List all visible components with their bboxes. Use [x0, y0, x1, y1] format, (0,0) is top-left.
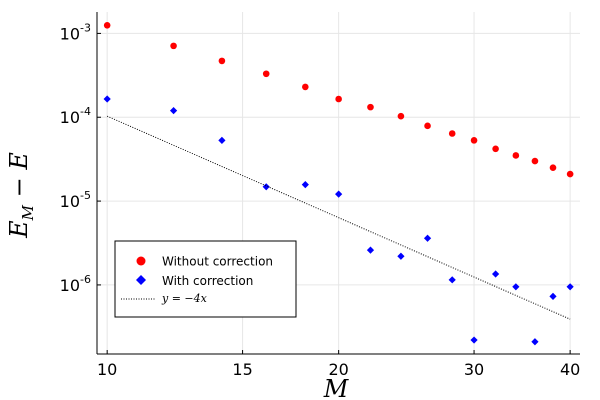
point-with-correction: [335, 190, 343, 198]
point-with-correction: [366, 246, 375, 254]
plot-series: [103, 21, 574, 346]
legend-marker-without-correction: [136, 256, 146, 266]
point-without-correction: [170, 42, 177, 50]
point-without-correction: [424, 122, 431, 130]
point-without-correction: [492, 145, 499, 153]
point-with-correction: [423, 234, 432, 242]
point-with-correction: [301, 181, 309, 189]
y-tick-label: 10-3: [60, 21, 91, 43]
x-tick-label: 20: [328, 360, 348, 379]
point-without-correction: [397, 112, 405, 120]
tick-labels: 10 15 20 30 40 10-6 10-5 10-4 10-3: [60, 21, 581, 379]
x-tick-label: 15: [232, 360, 252, 379]
point-with-correction: [512, 283, 520, 291]
point-with-correction: [448, 276, 456, 284]
point-with-correction: [262, 183, 270, 191]
point-with-correction: [531, 338, 539, 346]
point-without-correction: [335, 95, 342, 103]
point-without-correction: [218, 57, 226, 65]
point-with-correction: [218, 136, 226, 144]
legend-marker-with-correction: [136, 275, 146, 285]
point-with-correction: [169, 107, 178, 115]
point-with-correction: [566, 283, 574, 291]
point-without-correction: [262, 70, 270, 78]
point-without-correction: [367, 103, 374, 111]
y-tick-label: 10-6: [60, 273, 91, 295]
x-tick-label: 10: [97, 360, 117, 379]
legend-label-with-correction: With correction: [162, 274, 253, 288]
legend-label-without-correction: Without correction: [162, 255, 273, 269]
y-axis-label: EM − E: [5, 152, 37, 239]
x-tick-label: 40: [560, 360, 580, 379]
point-without-correction: [531, 157, 539, 165]
legend-label-fit: y = −4x: [161, 292, 208, 305]
point-with-correction: [470, 336, 478, 344]
axes: [96, 12, 580, 355]
point-with-correction: [103, 95, 111, 103]
fit-line: [106, 115, 571, 320]
point-with-correction: [397, 252, 405, 260]
x-axis-label: M: [323, 375, 350, 400]
y-tick-label: 10-5: [60, 189, 91, 211]
point-with-correction: [492, 270, 500, 278]
point-without-correction: [566, 170, 574, 178]
point-without-correction: [448, 130, 456, 137]
legend-box: [114, 240, 297, 318]
point-without-correction: [470, 137, 478, 144]
point-without-correction: [302, 83, 309, 91]
legend: Without correction With correction y = −…: [114, 240, 297, 318]
x-tick-label: 30: [464, 360, 484, 379]
point-without-correction: [549, 164, 557, 172]
point-without-correction: [103, 21, 111, 29]
y-tick-label: 10-4: [60, 105, 91, 127]
point-with-correction: [549, 292, 557, 300]
point-without-correction: [512, 152, 520, 159]
